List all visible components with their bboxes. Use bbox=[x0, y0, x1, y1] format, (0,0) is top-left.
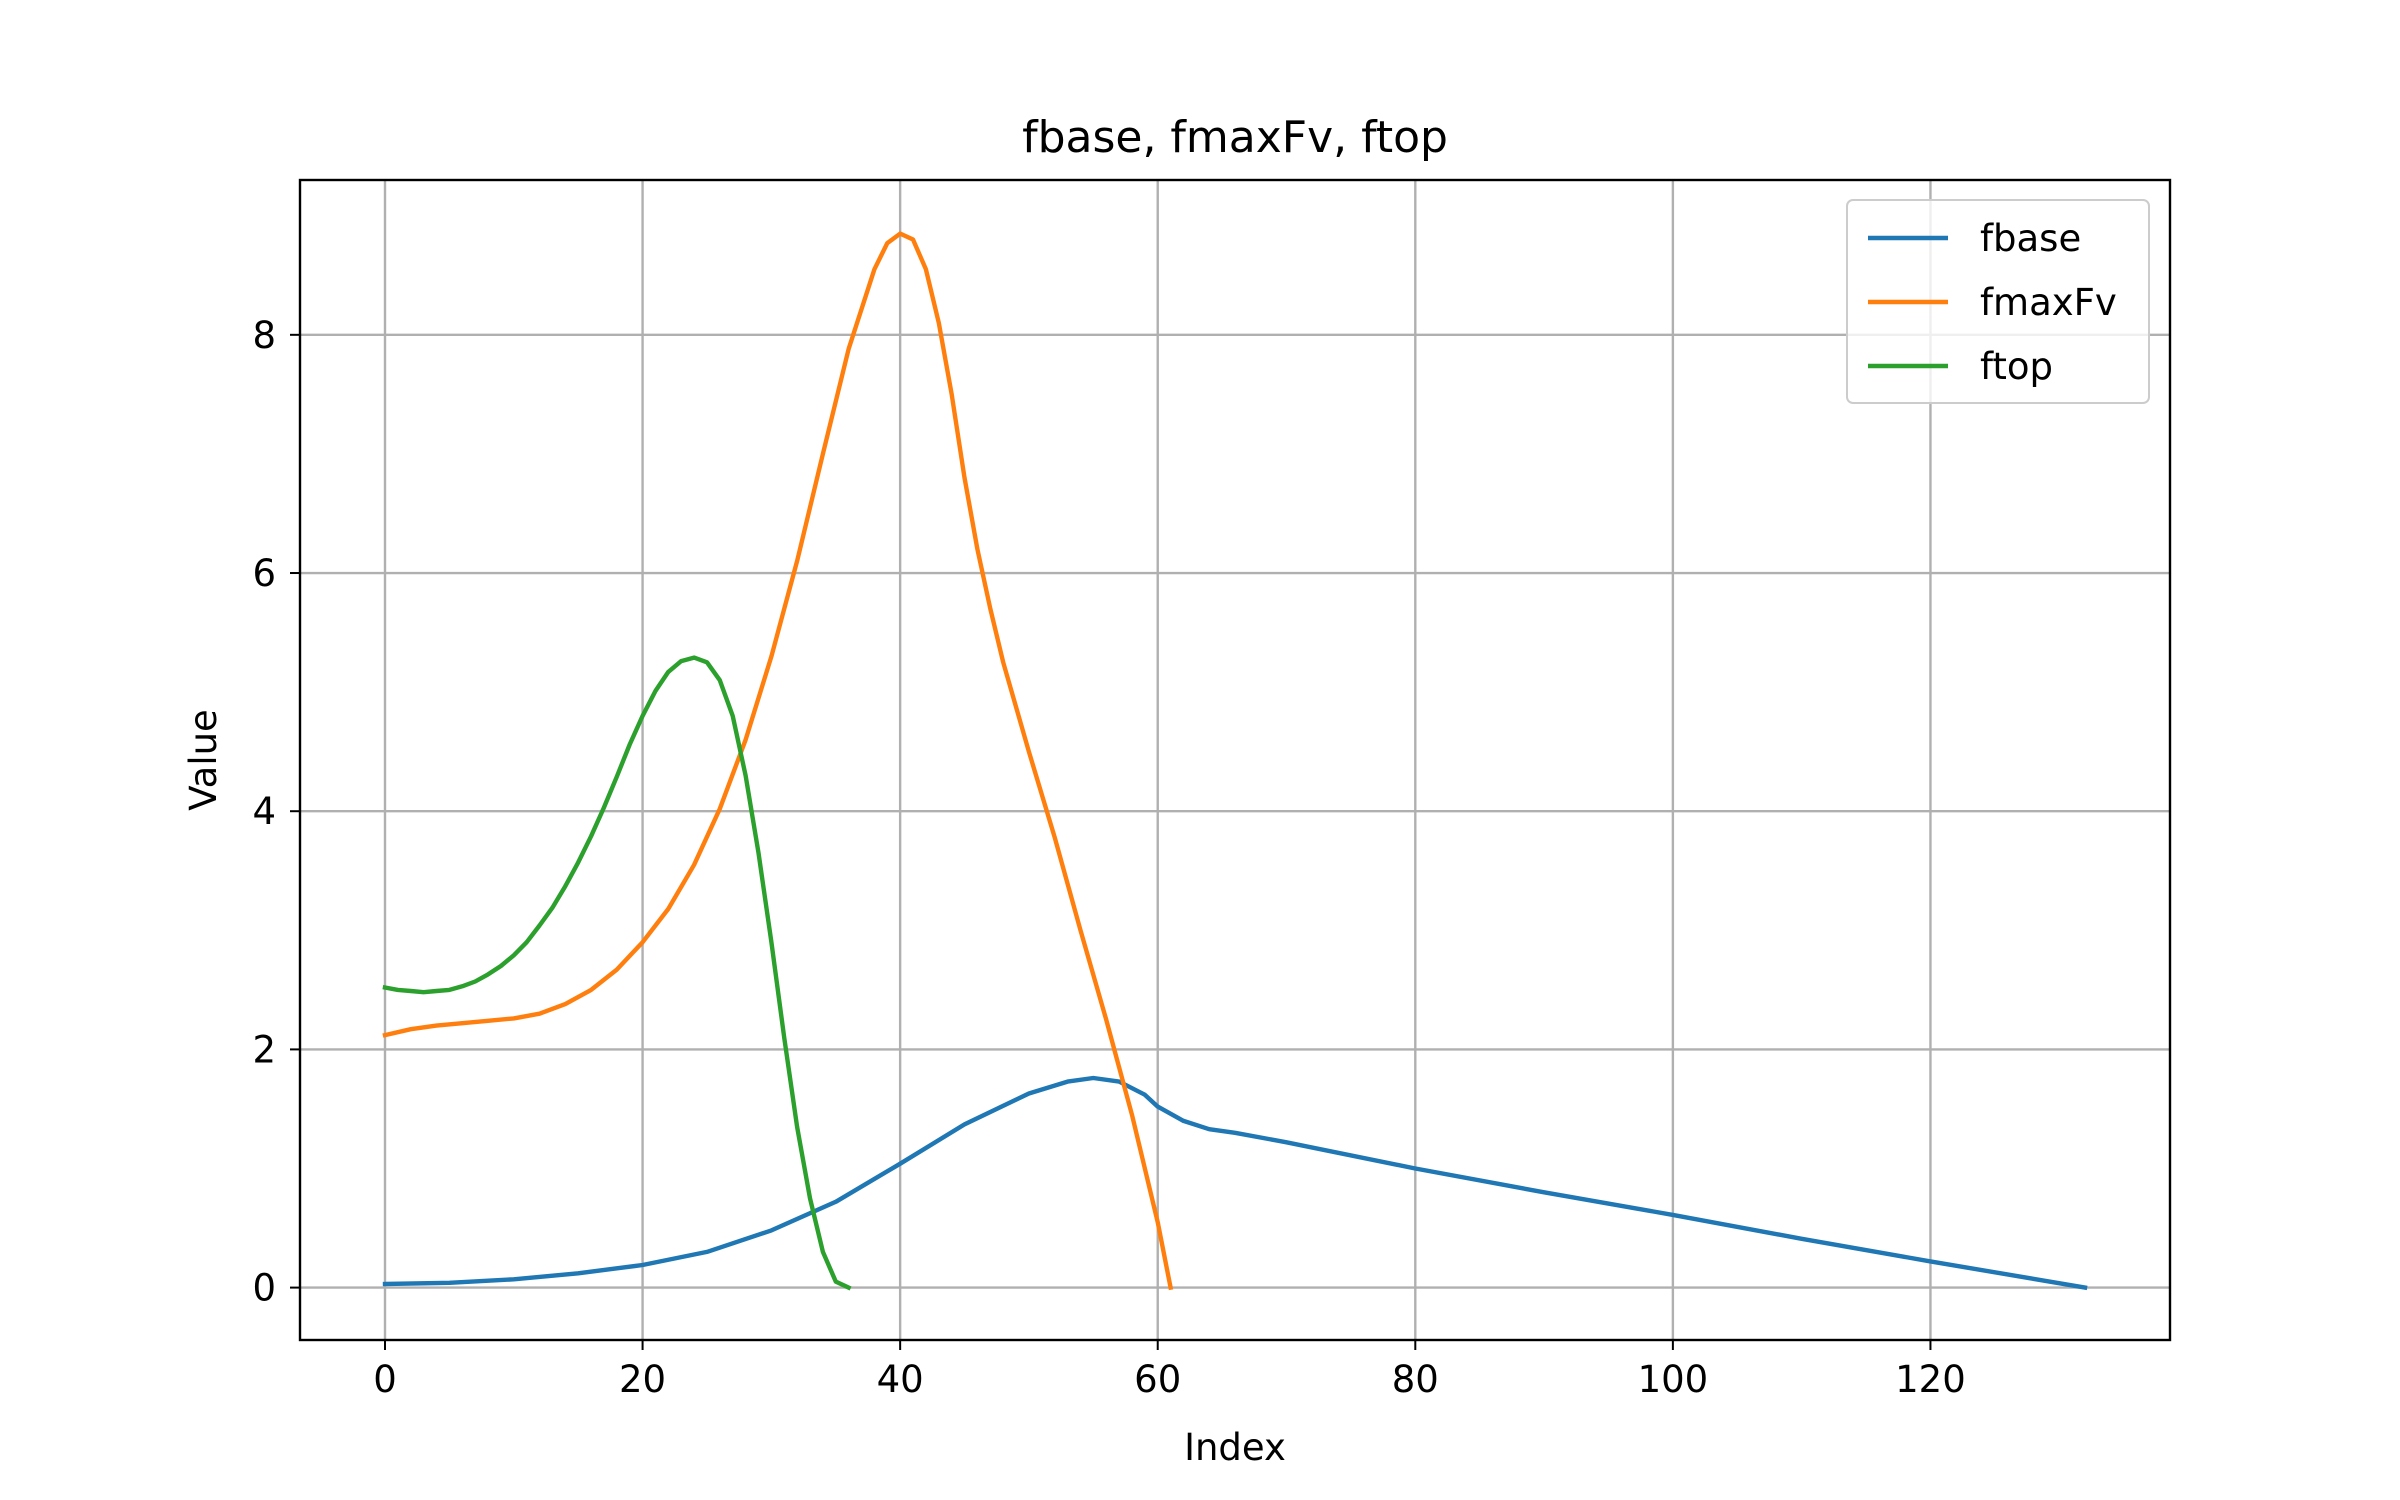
x-tick-label: 80 bbox=[1392, 1358, 1439, 1401]
series-line-fmaxFv bbox=[382, 231, 1174, 1291]
x-tick-label: 120 bbox=[1895, 1358, 1966, 1401]
grid-lines bbox=[300, 180, 2170, 1340]
legend-box bbox=[1846, 199, 2150, 404]
series-line-ftop bbox=[382, 655, 852, 1291]
legend-label-fmaxFv: fmaxFv bbox=[1980, 281, 2117, 324]
x-axis-label: Index bbox=[1184, 1426, 1286, 1469]
x-tick-label: 100 bbox=[1638, 1358, 1709, 1401]
y-tick-label: 6 bbox=[252, 552, 276, 595]
legend: fbase fmaxFv ftop bbox=[1846, 199, 2150, 404]
series-line-fbase bbox=[382, 1075, 2088, 1291]
axis-ticks: 0 20 40 60 80 100 120 0 2 4 6 8 bbox=[252, 314, 1965, 1401]
y-tick-label: 4 bbox=[252, 790, 276, 833]
y-tick-label: 2 bbox=[252, 1028, 276, 1071]
y-axis-label: Value bbox=[182, 709, 225, 811]
legend-label-ftop: ftop bbox=[1980, 345, 2053, 388]
x-tick-label: 60 bbox=[1134, 1358, 1181, 1401]
series-layer bbox=[382, 231, 2088, 1291]
chart-title: fbase, fmaxFv, ftop bbox=[1022, 112, 1448, 163]
plot-frame bbox=[298, 178, 2172, 1342]
x-tick-label: 40 bbox=[877, 1358, 924, 1401]
y-tick-label: 0 bbox=[252, 1267, 276, 1310]
x-tick-label: 0 bbox=[373, 1358, 397, 1401]
legend-label-fbase: fbase bbox=[1980, 217, 2081, 260]
y-tick-label: 8 bbox=[252, 314, 276, 357]
x-tick-label: 20 bbox=[619, 1358, 666, 1401]
